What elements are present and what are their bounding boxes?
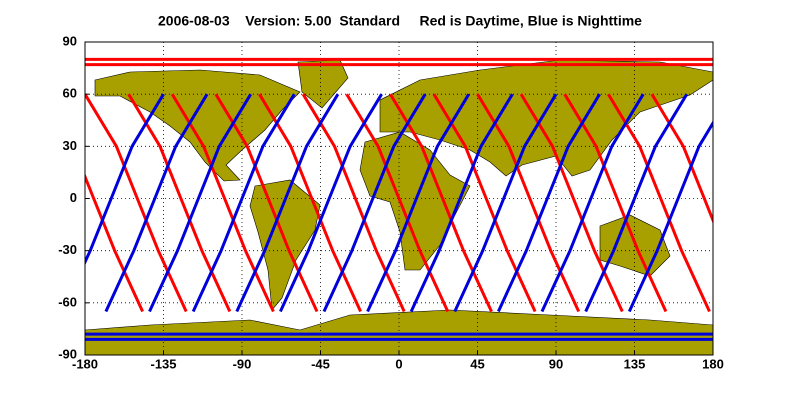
x-tick-label: -90 (233, 356, 252, 371)
ground-track (627, 120, 713, 313)
y-tick-label: -90 (58, 346, 77, 361)
y-tick-label: -60 (58, 294, 77, 309)
ground-tracks (85, 57, 713, 341)
x-tick-label: 0 (395, 356, 402, 371)
y-tick-label: 90 (63, 33, 77, 48)
x-tick-label: 90 (549, 356, 563, 371)
y-tick-label: 60 (63, 86, 77, 101)
x-tick-label: 180 (702, 356, 724, 371)
ground-track (607, 93, 711, 313)
y-tick-label: 0 (70, 190, 77, 205)
y-tick-label: 30 (63, 138, 77, 153)
ground-track (104, 93, 209, 313)
ground-track (584, 93, 689, 313)
x-tick-label: -45 (311, 356, 330, 371)
x-tick-label: -135 (150, 356, 176, 371)
chart-title: 2006-08-03 Version: 5.00 Standard Red is… (158, 13, 642, 29)
antarctica (85, 309, 713, 355)
ground-track (453, 93, 558, 313)
ground-track (235, 93, 340, 313)
ground-track (540, 93, 645, 313)
ground-track (148, 93, 252, 313)
x-tick-label: 135 (624, 356, 646, 371)
ground-track (85, 172, 144, 313)
ground-track (650, 93, 713, 225)
ground-track (191, 93, 296, 313)
ticks: -180 -135 -90 -45 0 45 90 135 180 -90 -60 -30 0 30 60 9… (58, 33, 724, 371)
ground-track (322, 93, 427, 313)
x-tick-label: -180 (72, 356, 98, 371)
ground-track (279, 93, 383, 313)
ground-track (366, 93, 471, 313)
x-tick-label: 45 (470, 356, 484, 371)
ground-track (85, 93, 165, 266)
ground-track (409, 93, 514, 313)
ground-track (497, 93, 601, 313)
y-tick-label: -30 (58, 242, 77, 257)
